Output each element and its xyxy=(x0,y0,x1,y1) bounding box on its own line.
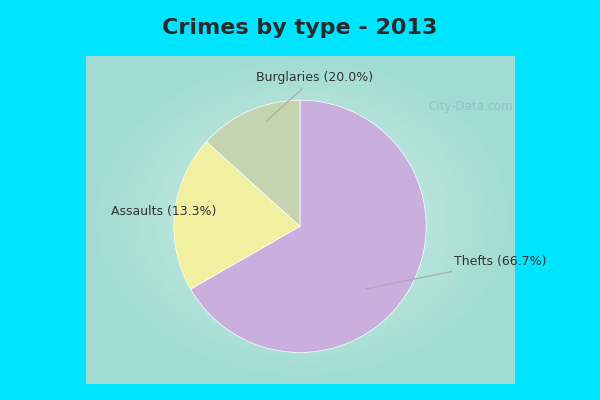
Text: Thefts (66.7%): Thefts (66.7%) xyxy=(366,255,547,289)
Text: Crimes by type - 2013: Crimes by type - 2013 xyxy=(163,18,437,38)
Text: Assaults (13.3%): Assaults (13.3%) xyxy=(111,201,216,218)
Wedge shape xyxy=(174,142,300,289)
Text: City-Data.com: City-Data.com xyxy=(428,100,512,113)
Text: Burglaries (20.0%): Burglaries (20.0%) xyxy=(256,71,373,121)
Wedge shape xyxy=(191,100,426,352)
Wedge shape xyxy=(206,100,300,226)
